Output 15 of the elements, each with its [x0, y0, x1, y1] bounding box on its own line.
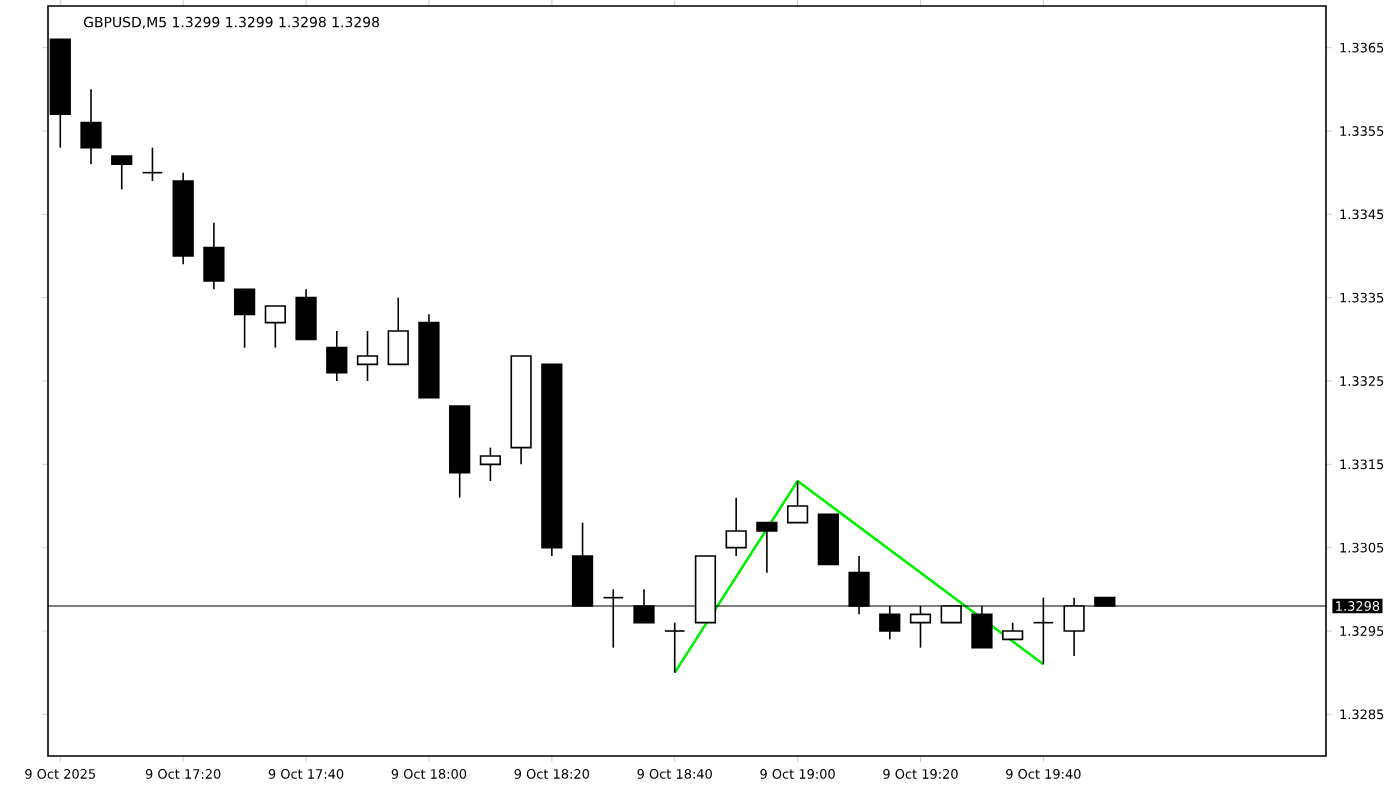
candlestick [356, 330, 379, 382]
candlestick [233, 288, 256, 349]
candlestick [295, 288, 317, 341]
candlestick [725, 496, 747, 557]
candlestick [387, 296, 409, 366]
candlestick [111, 155, 133, 191]
candlestick [80, 88, 102, 166]
candlestick [756, 521, 778, 574]
candlestick [326, 330, 348, 382]
candlestick [264, 305, 286, 349]
candlestick [479, 446, 502, 482]
candlestick [786, 480, 809, 524]
candlestick [664, 621, 686, 674]
candlestick [141, 146, 164, 182]
candlestick [203, 221, 225, 291]
